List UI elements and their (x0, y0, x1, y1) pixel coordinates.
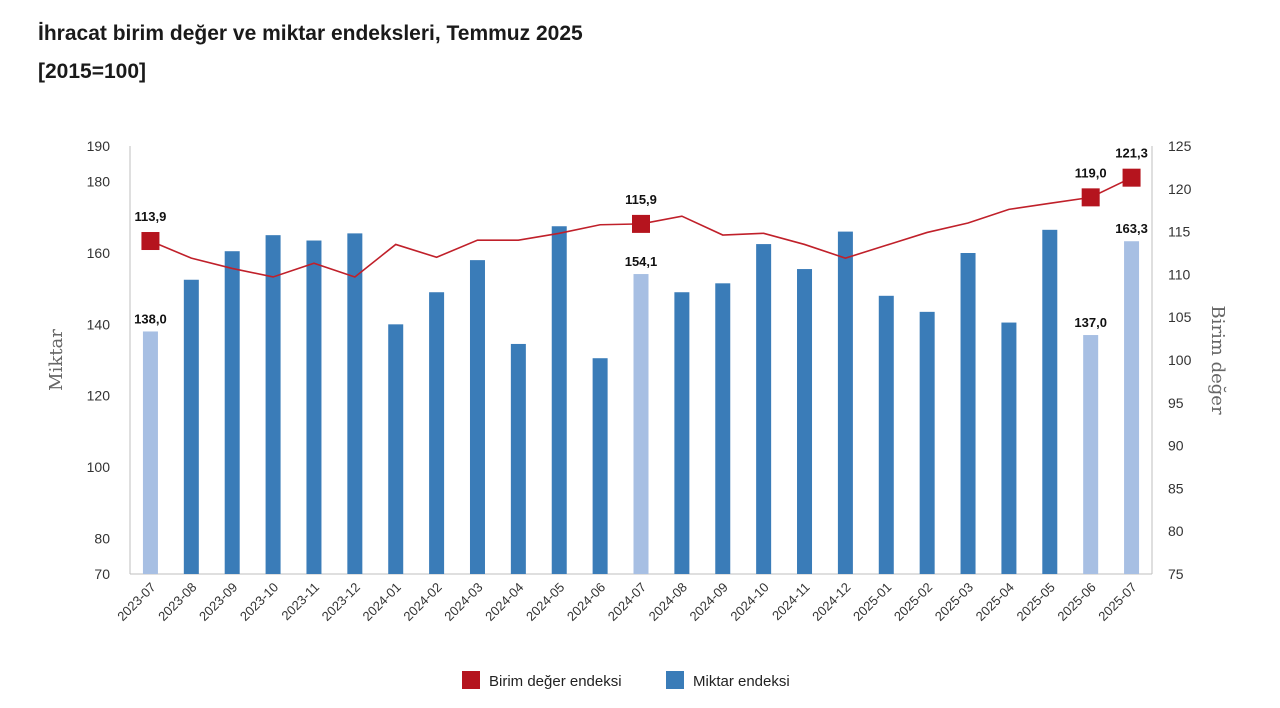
line-data-label: 113,9 (135, 209, 167, 224)
right-tick-label: 115 (1168, 224, 1191, 240)
miktar-bar (919, 311, 935, 574)
legend-swatch (462, 671, 480, 689)
x-tick-label: 2025-03 (932, 580, 976, 624)
left-tick-label: 180 (87, 174, 111, 190)
right-tick-label: 85 (1168, 480, 1184, 496)
legend-swatch (666, 671, 684, 689)
x-tick-label: 2024-11 (769, 580, 813, 624)
miktar-bar (756, 244, 772, 575)
bar-data-label: 137,0 (1074, 315, 1107, 330)
x-tick-label: 2024-03 (441, 580, 485, 624)
right-axis-title: Birim değer (1207, 305, 1228, 414)
x-tick-label: 2023-07 (114, 580, 158, 624)
right-tick-label: 90 (1168, 438, 1184, 454)
miktar-bar (592, 358, 608, 574)
birim-deger-line (141, 168, 1141, 278)
left-tick-label: 140 (87, 316, 111, 332)
x-tick-label: 2023-08 (155, 580, 199, 624)
birim-deger-marker (1081, 188, 1100, 207)
miktar-bar (837, 231, 853, 574)
miktar-bar (715, 283, 731, 574)
bar-data-label: 138,0 (134, 311, 167, 326)
miktar-bar (960, 253, 976, 574)
miktar-bar (183, 279, 199, 574)
bar-data-label: 163,3 (1115, 221, 1148, 236)
right-tick-label: 125 (1168, 138, 1192, 154)
x-tick-label: 2025-05 (1014, 580, 1058, 624)
birim-deger-marker (632, 214, 650, 233)
left-tick-label: 80 (94, 530, 110, 546)
right-tick-label: 120 (1168, 181, 1192, 197)
right-tick-label: 95 (1168, 395, 1184, 411)
line-data-label: 121,3 (1115, 146, 1148, 161)
left-tick-label: 120 (87, 388, 111, 404)
miktar-bar (1042, 229, 1058, 575)
birim-deger-marker (141, 232, 160, 251)
data-labels: 138,0 154,1 137,0 163,3 113,9 115,9 119,0 121,3 (134, 146, 1148, 330)
x-tick-label: 2025-06 (1054, 580, 1098, 624)
x-tick-label: 2024-12 (809, 580, 853, 624)
x-tick-label: 2023-12 (319, 580, 363, 624)
miktar-bar (347, 233, 363, 574)
miktar-bar (224, 251, 240, 574)
x-tick-label: 2024-09 (687, 580, 731, 624)
line-data-label: 115,9 (625, 192, 657, 207)
miktar-bar (674, 292, 690, 574)
right-tick-label: 80 (1168, 523, 1184, 539)
x-tick-label: 2024-06 (564, 580, 608, 624)
miktar-bar (142, 331, 158, 574)
birim-deger-marker (1122, 168, 1141, 187)
miktar-bar (1083, 335, 1099, 574)
left-tick-label: 70 (94, 566, 110, 582)
miktar-bar (633, 274, 649, 574)
miktar-bar (797, 269, 813, 574)
chart-title: İhracat birim değer ve miktar endeksleri… (38, 22, 583, 45)
miktar-bar (306, 240, 322, 574)
chart-subtitle: [2015=100] (38, 60, 147, 83)
x-tick-label: 2024-07 (605, 580, 649, 624)
right-tick-label: 110 (1168, 266, 1191, 282)
x-tick-label: 2025-02 (891, 580, 935, 624)
miktar-bar (469, 260, 485, 574)
x-tick-label: 2025-01 (850, 580, 894, 624)
x-tick-label: 2023-10 (237, 580, 281, 624)
legend-label: Miktar endeksi (693, 673, 790, 690)
left-axis-title: Miktar (46, 329, 67, 391)
x-tick-label: 2024-04 (482, 580, 526, 624)
right-tick-label: 100 (1168, 352, 1192, 368)
miktar-bar (510, 343, 526, 574)
x-tick-label: 2024-02 (400, 580, 444, 624)
miktar-bar (388, 324, 404, 574)
miktar-bar (429, 292, 445, 574)
x-tick-label: 2025-07 (1095, 580, 1139, 624)
right-tick-label: 75 (1168, 566, 1184, 582)
miktar-bars (142, 226, 1140, 575)
left-tick-label: 160 (87, 245, 111, 261)
miktar-bar (1001, 322, 1017, 574)
left-tick-label: 190 (87, 138, 111, 154)
x-tick-label: 2024-01 (359, 580, 403, 624)
x-tick-label: 2024-08 (646, 580, 690, 624)
bar-data-label: 154,1 (625, 254, 658, 269)
miktar-bar (1124, 241, 1140, 575)
left-tick-label: 100 (87, 459, 111, 475)
legend: Birim değer endeksi Miktar endeksi (462, 671, 790, 690)
x-tick-label: 2025-04 (973, 580, 1017, 624)
line-data-label: 119,0 (1075, 165, 1107, 180)
miktar-bar (265, 235, 281, 574)
miktar-bar (551, 226, 567, 574)
x-tick-label: 2024-10 (727, 580, 771, 624)
miktar-bar (878, 295, 894, 574)
right-tick-label: 105 (1168, 309, 1192, 325)
x-tick-label: 2023-11 (278, 580, 322, 624)
x-tick-label: 2024-05 (523, 580, 567, 624)
legend-label: Birim değer endeksi (489, 673, 622, 690)
x-tick-label: 2023-09 (196, 580, 240, 624)
